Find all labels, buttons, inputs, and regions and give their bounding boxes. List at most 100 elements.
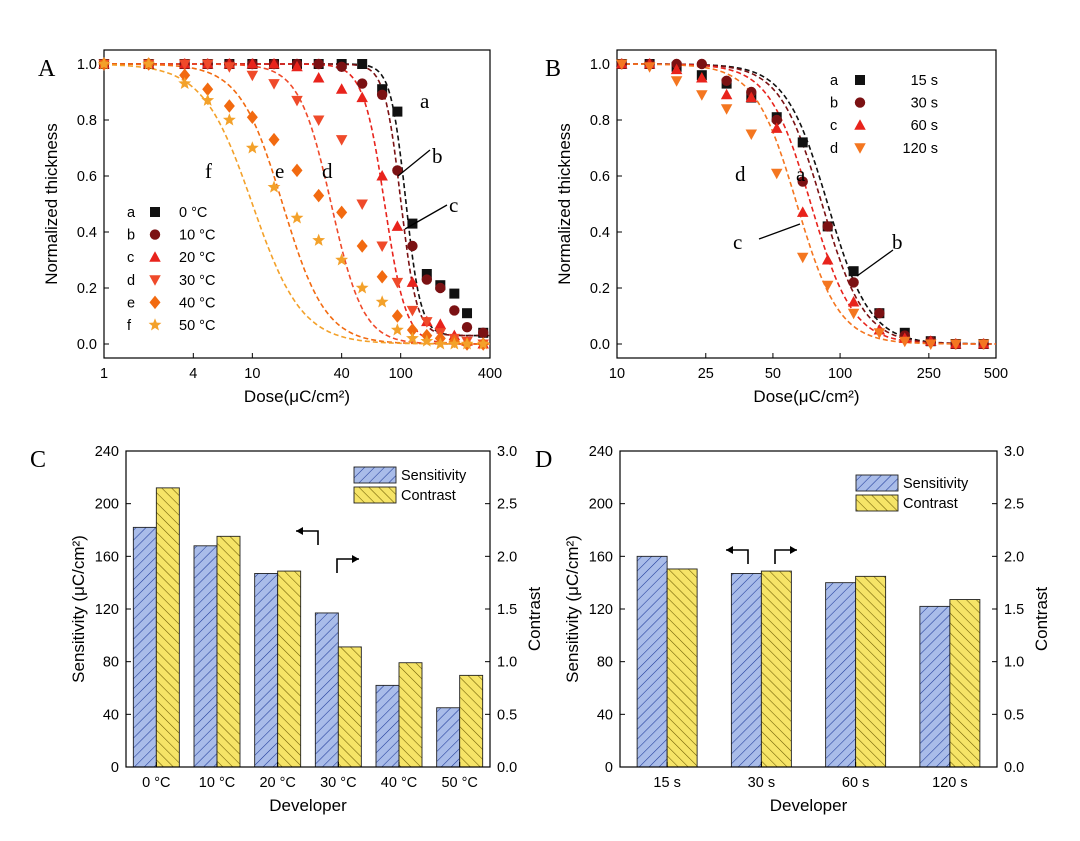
fit-curve: [617, 63, 996, 345]
data-point: [406, 276, 419, 287]
fit-curve: [617, 63, 996, 345]
legend-label-contrast: Contrast: [401, 488, 456, 504]
y-tick-label: 1.0: [77, 57, 97, 73]
x-tick-label: 15 s: [653, 775, 680, 791]
y-tick-label-right: 1.0: [1004, 655, 1024, 671]
x-tick-label: 250: [917, 366, 941, 382]
data-point: [643, 62, 656, 73]
y-tick-label-left: 80: [103, 655, 119, 671]
x-tick-label: 100: [828, 366, 852, 382]
data-point: [421, 317, 433, 328]
legend-label: 50 °C: [179, 318, 215, 334]
data-point: [670, 63, 683, 75]
x-tick-label: 25: [698, 366, 714, 382]
y-tick-label: 0.2: [77, 281, 97, 297]
curve-annotation: b: [432, 144, 443, 168]
y-tick-label-left: 200: [95, 497, 119, 513]
data-point: [357, 59, 368, 69]
y-tick-label: 0.4: [590, 225, 610, 241]
curve-annotation: a: [420, 89, 430, 113]
bar-contrast: [760, 570, 792, 768]
y-tick-label-left: 240: [95, 444, 119, 460]
panel-b-thickness-vs-dose-time: 10 25 50 100 250 500 0.0 0.2 0.4 0.6 0.8 1.0 Dose(μC…: [555, 49, 1008, 406]
data-point: [848, 277, 859, 288]
legend-letter: d: [127, 273, 135, 289]
curve-annotation: e: [275, 159, 284, 183]
bar-contrast: [337, 646, 362, 768]
legend-letter: f: [127, 318, 132, 334]
y-tick-label-left: 240: [589, 444, 613, 460]
legend-label: 10 °C: [179, 228, 215, 244]
panel-letter-c: C: [30, 447, 46, 473]
fit-curve: [617, 63, 996, 345]
x-axis-title: Developer: [770, 796, 848, 815]
bar-sensitivity: [132, 526, 157, 768]
y-tick-label-right: 3.0: [497, 444, 517, 460]
x-tick-label: 100: [389, 366, 413, 382]
data-point: [312, 233, 326, 246]
bar-sensitivity: [436, 707, 461, 768]
y-tick-label-right: 0.5: [1004, 707, 1024, 723]
data-point: [447, 337, 461, 350]
data-point: [721, 75, 732, 87]
data-point: [391, 277, 404, 289]
data-point: [797, 176, 808, 187]
data-point: [925, 339, 937, 350]
fit-curve: [617, 63, 996, 345]
data-point: [336, 205, 348, 220]
data-point: [406, 331, 419, 344]
data-point: [449, 305, 460, 316]
data-point: [376, 270, 388, 284]
legend-swatch-contrast: [353, 486, 397, 504]
data-point: [462, 308, 473, 319]
bar-sensitivity: [636, 555, 668, 768]
x-tick-label: 1: [100, 366, 108, 382]
data-point: [179, 68, 191, 82]
x-axis-title: Dose(μC/cm²): [244, 387, 350, 406]
data-point: [797, 137, 808, 148]
data-point: [720, 104, 733, 115]
arrow-head: [726, 546, 733, 554]
x-axis-title: Dose(μC/cm²): [753, 387, 859, 406]
panel-a-thickness-vs-dose-temperature: 1 4 10 40 100 400 0.0 0.2 0.4 0.6 0.8 1.0 Dose(μC/cm…: [42, 49, 502, 406]
data-point: [391, 220, 404, 231]
data-point: [246, 70, 259, 82]
left-axis-arrow: [296, 530, 319, 545]
x-tick-label: 50: [765, 366, 781, 382]
legend-marker: [150, 207, 160, 217]
y-axis-title-right: Contrast: [525, 587, 544, 652]
y-axis-title-right: Contrast: [1032, 587, 1051, 652]
panel-letter-b: B: [545, 56, 561, 82]
data-point: [356, 239, 368, 253]
data-point: [290, 211, 304, 224]
bar-contrast: [277, 570, 302, 768]
y-tick-label-left: 200: [589, 497, 613, 513]
legend-label: 0 °C: [179, 205, 207, 221]
legend-marker: [149, 275, 161, 286]
data-point: [291, 60, 303, 72]
data-point: [267, 180, 281, 193]
data-point: [670, 76, 683, 87]
legend-label-sensitivity: Sensitivity: [401, 468, 467, 484]
curve-annotation: c: [449, 193, 458, 217]
y-tick-label-left: 0: [111, 760, 119, 776]
data-point: [615, 59, 628, 70]
data-point: [406, 323, 418, 337]
data-point: [291, 163, 303, 178]
data-point: [355, 281, 369, 294]
data-point: [433, 337, 447, 350]
x-axis-title: Developer: [269, 796, 347, 815]
y-tick-label-right: 1.5: [1004, 602, 1024, 618]
data-point: [421, 274, 433, 285]
y-tick-label-right: 0.0: [497, 760, 517, 776]
left-axis-arrow: [726, 549, 749, 564]
x-tick-label: 10 °C: [199, 775, 235, 791]
data-point: [312, 72, 325, 83]
y-tick-label: 0.8: [77, 113, 97, 129]
data-point: [821, 280, 834, 292]
data-point: [460, 337, 474, 350]
curve-annotation: b: [892, 230, 903, 254]
legend-marker: [149, 251, 161, 262]
bar-contrast: [855, 575, 887, 768]
panel-letter-a: A: [38, 56, 56, 82]
